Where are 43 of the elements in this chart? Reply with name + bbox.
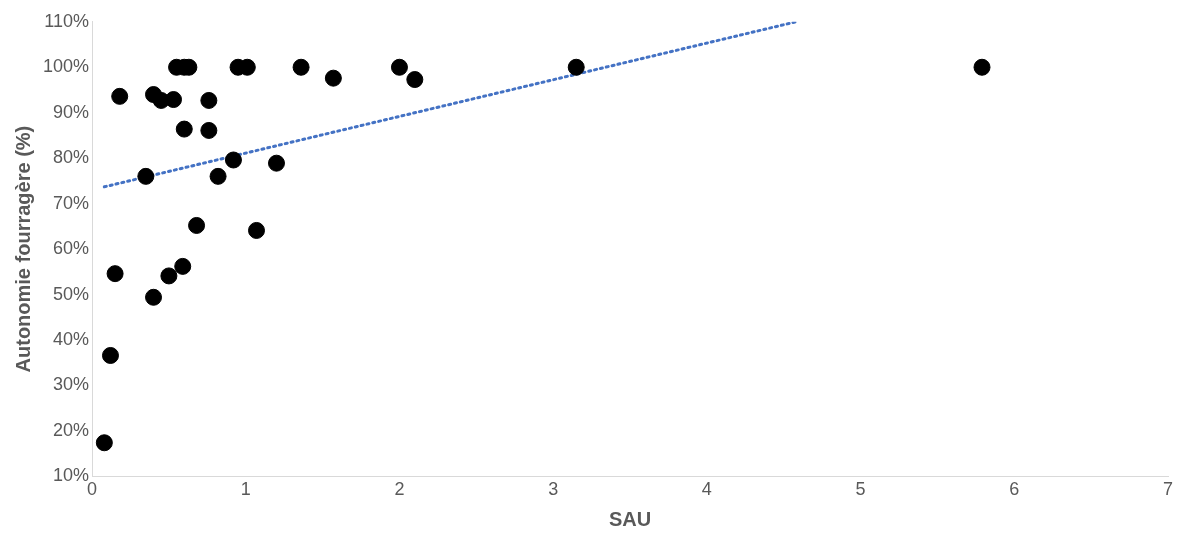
- y-tick-label: 50%: [53, 283, 90, 304]
- point: [111, 87, 129, 105]
- x-tick-label: 0: [87, 479, 98, 500]
- point: [95, 434, 113, 452]
- point: [200, 121, 218, 139]
- point: [175, 120, 193, 138]
- point: [188, 216, 206, 234]
- point: [174, 257, 192, 275]
- point: [165, 91, 182, 109]
- y-axis-title: Autonomie fourragère (%): [11, 125, 34, 373]
- point: [267, 154, 285, 172]
- point: [973, 58, 991, 76]
- y-tick-label: 80%: [53, 147, 90, 168]
- point: [160, 267, 178, 285]
- point: [390, 58, 408, 76]
- point: [145, 288, 163, 306]
- point: [101, 346, 119, 364]
- x-tick-label: 1: [240, 479, 251, 500]
- point: [567, 58, 585, 76]
- point: [248, 221, 266, 239]
- y-tick-label: 100%: [42, 56, 90, 77]
- y-tick-label: 20%: [53, 419, 90, 440]
- y-tick-label: 60%: [53, 238, 90, 259]
- y-tick-label: 40%: [53, 328, 90, 349]
- point: [137, 167, 155, 185]
- x-tick-label: 3: [548, 479, 559, 500]
- y-tick-label: 110%: [44, 10, 90, 31]
- point: [200, 91, 218, 109]
- x-tick-label: 5: [855, 479, 866, 500]
- x-tick-label: 7: [1162, 479, 1174, 500]
- y-tick-label: 90%: [53, 101, 90, 122]
- point: [292, 58, 310, 76]
- y-tick-label: 30%: [53, 374, 90, 395]
- x-tick-label: 2: [394, 479, 405, 500]
- x-tick-label: 4: [701, 479, 712, 500]
- point: [224, 151, 242, 169]
- point: [106, 265, 124, 283]
- y-tick-label: 70%: [53, 192, 90, 213]
- point: [324, 69, 342, 87]
- point: [406, 71, 424, 89]
- x-tick-label: 6: [1009, 479, 1020, 500]
- point: [209, 167, 227, 185]
- x-axis-title: SAU: [608, 507, 652, 530]
